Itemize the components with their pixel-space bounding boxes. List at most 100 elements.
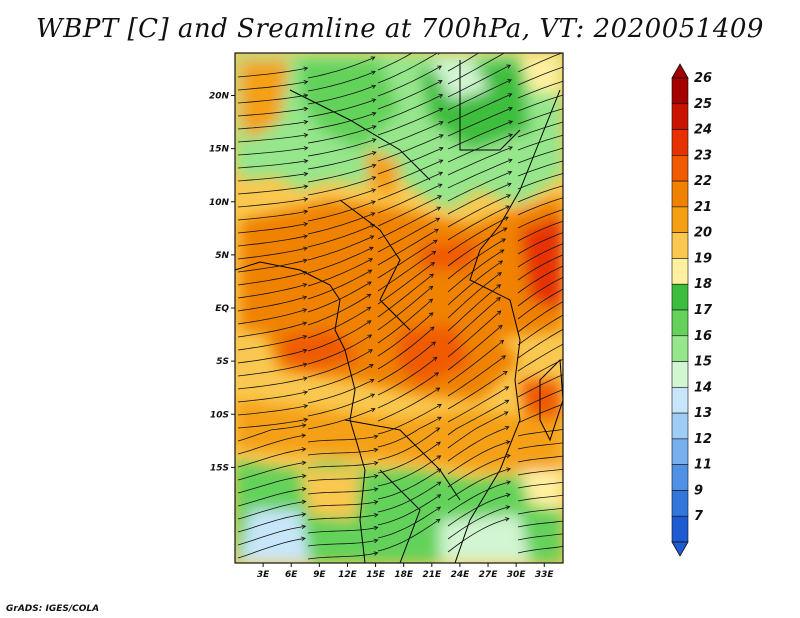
lon-axis: 3E 6E 9E 12E 15E 18E 21E 24E 27E 30E 33E [257,563,554,580]
streamline-arrow [428,298,434,304]
streamline [517,254,563,281]
streamline [447,260,503,306]
streamline-arrow [371,200,376,205]
streamline-arrow [303,417,309,423]
streamline-arrow [438,171,444,176]
streamline [237,424,306,442]
streamline-arrow [583,490,587,494]
streamline-arrow [581,88,585,92]
streamline [307,99,376,118]
streamline [237,488,306,507]
streamline-arrow [428,285,434,291]
streamline-arrow [371,84,377,89]
streamline [307,475,378,482]
streamline [307,164,376,183]
colorbar-label: 12 [694,432,712,447]
streamline [517,147,563,164]
colorbar-swatch [671,361,689,388]
streamline [307,258,373,287]
streamline [377,468,442,500]
streamline-arrow [502,227,508,232]
streamline [307,488,378,495]
streamline-arrow [432,356,438,362]
streamline-arrow [430,262,436,267]
chart-title: WBPT [C] and Sreamline at 700hPa, VT: 20… [36,14,764,44]
streamline [517,108,563,125]
streamline-arrow [366,306,372,311]
streamline-arrow [496,310,502,315]
streamline-arrow [576,351,580,355]
streamline [517,533,563,541]
colorbar-swatch [671,515,689,543]
streamline [307,201,376,222]
streamline [447,238,506,280]
streamline [237,391,308,403]
streamline-arrow [302,335,308,340]
streamline [237,185,308,195]
streamline-arrow [373,525,379,531]
shade-n-23 [420,240,480,270]
streamline-arrow [370,393,376,398]
colorbar-label: 14 [694,380,712,395]
colorbar-swatch [671,309,689,337]
streamline [517,403,563,424]
colorbar-swatch [671,387,689,414]
shade-s-20 [300,470,360,520]
streamline-arrow [508,107,513,112]
colorbar-top-arrow [671,63,689,79]
streamline-arrow [503,411,509,416]
streamline [447,518,510,553]
streamline-arrow [369,379,375,384]
streamline-arrow [303,209,309,215]
streamline-arrow [573,308,577,312]
streamline-arrow [303,197,309,202]
streamline [307,56,375,79]
streamline-arrow [301,473,307,479]
streamline-arrow [498,260,504,265]
streamline [447,399,509,436]
streamline [447,506,510,540]
streamline [447,159,513,189]
streamline-arrow [581,154,585,158]
streamline-arrow [581,116,585,120]
streamline-arrow [438,107,444,112]
streamline-arrow [303,404,309,409]
streamline [377,312,434,357]
streamline-arrow [367,281,372,286]
streamline-arrow [302,308,308,313]
colorbar: 26 25 24 23 22 21 20 19 18 17 16 15 14 13 12 11 9 7 [671,63,713,557]
streamline [447,454,511,488]
colorbar-swatch [671,438,689,465]
streamline-arrow [504,386,510,391]
streamline-arrow [435,427,441,432]
streamline [237,259,307,273]
border-e [379,469,421,563]
streamline-arrow [437,80,443,85]
colorbar-swatch [671,412,689,440]
streamline-arrow [508,146,513,151]
streamline [517,328,563,359]
streamline-arrow [370,223,376,229]
streamline [237,309,307,325]
streamline [517,197,563,216]
streamline-arrow [371,111,377,117]
streamline-arrow [368,364,374,369]
streamline-arrow [436,468,442,473]
colorbar-swatch [671,258,689,285]
streamline [447,481,511,514]
streamline-arrow [435,387,441,392]
lon-tick-label: 21E [422,570,442,580]
streamline-arrow [303,184,309,190]
streamline-arrow [303,106,309,112]
streamline [447,426,509,462]
colorbar-label: 13 [694,406,712,421]
streamline [237,121,308,130]
lat-tick-label: 20N [209,92,230,102]
streamline-arrow [303,234,309,239]
streamline [517,160,563,177]
streamline-arrow [371,163,377,169]
streamline [517,232,563,255]
streamline [307,306,371,339]
streamline [517,546,563,554]
streamline [307,501,378,508]
